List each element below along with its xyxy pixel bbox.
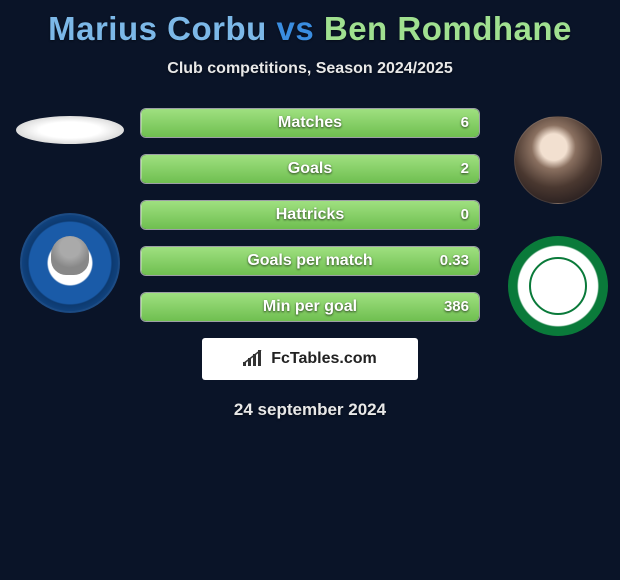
player2-photo	[514, 116, 602, 204]
comparison-title: Marius Corbu vs Ben Romdhane	[0, 0, 620, 48]
attribution-text: FcTables.com	[271, 350, 377, 368]
stat-label: Goals	[141, 155, 479, 183]
content-area: Matches 6 Goals 2 Hattricks 0 Goals per …	[0, 108, 620, 420]
player1-club-badge	[20, 213, 120, 313]
subtitle: Club competitions, Season 2024/2025	[0, 60, 620, 78]
player2-club-badge	[508, 236, 608, 336]
stat-row-goals-per-match: Goals per match 0.33	[140, 246, 480, 276]
stat-label: Matches	[141, 109, 479, 137]
stat-label: Min per goal	[141, 293, 479, 321]
player2-name: Ben Romdhane	[324, 10, 572, 47]
stat-row-goals: Goals 2	[140, 154, 480, 184]
vs-text: vs	[276, 10, 314, 47]
stat-row-hattricks: Hattricks 0	[140, 200, 480, 230]
date-text: 24 september 2024	[0, 400, 620, 420]
stat-right-value: 6	[461, 109, 469, 137]
stat-row-matches: Matches 6	[140, 108, 480, 138]
stat-right-value: 0.33	[440, 247, 469, 275]
stat-right-value: 386	[444, 293, 469, 321]
stat-right-value: 0	[461, 201, 469, 229]
attribution-badge: FcTables.com	[202, 338, 418, 380]
stats-list: Matches 6 Goals 2 Hattricks 0 Goals per …	[140, 108, 480, 322]
player1-photo	[16, 116, 124, 144]
chart-icon	[243, 350, 265, 368]
player1-name: Marius Corbu	[48, 10, 267, 47]
stat-label: Hattricks	[141, 201, 479, 229]
stat-label: Goals per match	[141, 247, 479, 275]
stat-row-min-per-goal: Min per goal 386	[140, 292, 480, 322]
stat-right-value: 2	[461, 155, 469, 183]
